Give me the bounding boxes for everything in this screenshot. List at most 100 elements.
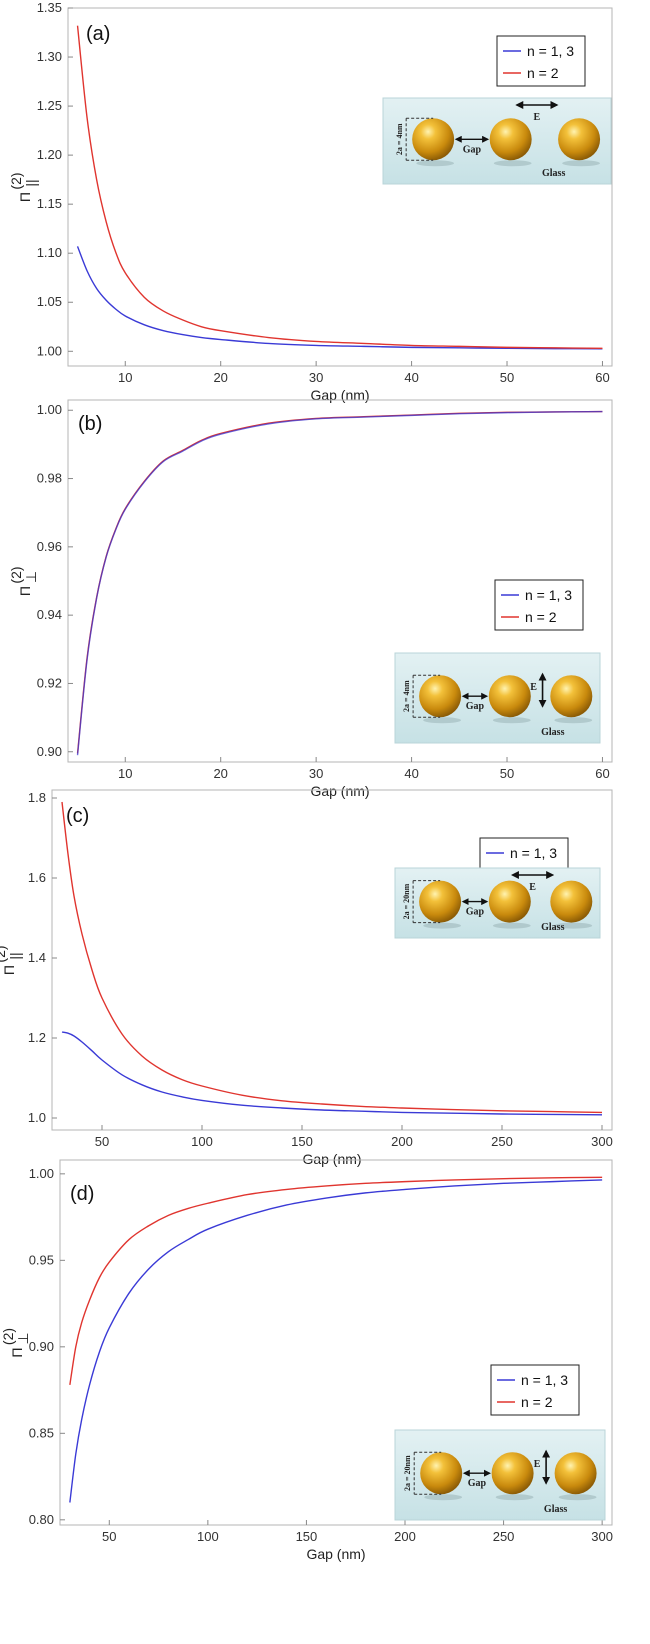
series-line-n-1-3 [76, 410, 603, 756]
x-tick-label: 10 [118, 370, 132, 385]
y-tick-label: 1.6 [28, 870, 46, 885]
legend-entry: n = 1, 3 [527, 43, 574, 59]
y-axis-label-symbol: Π [17, 586, 33, 596]
legend-box [496, 35, 586, 87]
sphere-shadow [424, 1494, 463, 1501]
legend-entry: n = 1, 3 [525, 587, 572, 603]
y-tick-label: 0.98 [37, 471, 62, 486]
y-tick-label: 0.92 [37, 675, 62, 690]
y-tick-label: 1.05 [37, 294, 62, 309]
x-tick-label: 300 [591, 1134, 613, 1149]
gold-sphere [488, 880, 531, 923]
legend: n = 1, 3 n = 2 [494, 579, 584, 631]
y-axis-label-subscript: || [23, 179, 39, 186]
x-tick-label: 20 [213, 370, 227, 385]
inset-gap-label: Gap [468, 1478, 487, 1489]
y-axis-label: Π (2) || [0, 945, 23, 975]
x-axis-label: Gap (nm) [306, 1546, 365, 1562]
legend: n = 1, 3 n = 2 [496, 35, 586, 87]
inset-substrate-label: Glass [541, 727, 564, 738]
y-tick-label: 0.90 [29, 1339, 54, 1354]
gold-sphere [489, 118, 532, 161]
x-tick-label: 30 [309, 370, 323, 385]
sphere-shadow [492, 922, 531, 929]
legend: n = 1, 3 n = 2 [490, 1364, 580, 1416]
panel-label: (c) [66, 805, 89, 827]
y-axis-label: Π (2) ⊥ [0, 1328, 31, 1358]
inset-size-label: 2a = 20nm [403, 1455, 412, 1491]
legend-box [494, 579, 584, 631]
x-tick-label: 50 [500, 766, 514, 781]
plot-frame [67, 399, 613, 763]
y-axis-label-subscript: ⊥ [23, 571, 39, 583]
x-tick-label: 10 [118, 766, 132, 781]
inset-field-label: E [529, 882, 536, 893]
panel-label: (b) [78, 413, 102, 435]
x-tick-label: 50 [102, 1529, 116, 1544]
gold-sphere [419, 880, 462, 923]
y-tick-label: 0.96 [37, 539, 62, 554]
y-axis-label: Π (2) || [8, 172, 39, 202]
x-tick-label: 20 [213, 766, 227, 781]
inset-schematic: 2a = 20nm Gap E Glass [394, 1429, 606, 1521]
y-axis-label-symbol: Π [9, 1347, 25, 1357]
sphere-shadow [423, 717, 461, 724]
panel-d: 50 100 150 200 250 300 0.80 0.85 0.90 0.95 1.00 Gap… [0, 1159, 613, 1562]
y-tick-label: 1.4 [28, 950, 46, 965]
y-tick-label: 0.90 [37, 744, 62, 759]
x-tick-label: 200 [391, 1134, 413, 1149]
inset-size-label: 2a = 4nm [395, 123, 404, 155]
inset-size-label: 2a = 20nm [402, 883, 411, 919]
x-tick-label: 300 [591, 1529, 613, 1544]
panel-b: 10 20 30 40 50 60 0.90 0.92 0.94 0.96 0.98 1.00 Gap … [8, 399, 613, 799]
x-tick-label: 100 [191, 1134, 213, 1149]
x-tick-label: 250 [493, 1529, 515, 1544]
y-tick-label: 1.15 [37, 196, 62, 211]
y-axis-label-subscript: || [7, 952, 23, 959]
y-axis-label-symbol: Π [17, 192, 33, 202]
series-line-n-1-3 [76, 246, 603, 350]
gold-sphere [550, 675, 593, 718]
y-axis-label-superscript: (2) [0, 1328, 16, 1345]
inset-field-label: E [534, 1459, 541, 1470]
inset-gap-label: Gap [466, 701, 485, 712]
inset-gap-label: Gap [466, 907, 485, 918]
y-tick-label: 1.00 [29, 1166, 54, 1181]
y-axis-label-superscript: (2) [8, 172, 24, 189]
x-tick-label: 200 [394, 1529, 416, 1544]
y-axis-label: Π (2) ⊥ [8, 566, 39, 596]
legend-box [490, 1364, 580, 1416]
series-line-n-1-3 [61, 1031, 603, 1116]
series-line-n-2 [76, 25, 603, 350]
x-tick-label: 150 [291, 1134, 313, 1149]
legend-entry: n = 2 [521, 1394, 553, 1410]
gold-sphere [412, 118, 455, 161]
y-tick-label: 1.00 [37, 343, 62, 358]
panel-c: 50 100 150 200 250 300 1.0 1.2 1.4 1.6 1.8 Gap (nm)… [0, 789, 613, 1167]
panel-label: (a) [86, 23, 110, 45]
gold-sphere [420, 1452, 463, 1495]
inset-schematic: 2a = 4nm Gap E Glass [382, 97, 612, 185]
gold-sphere [554, 1452, 597, 1495]
y-axis-label-superscript: (2) [8, 566, 24, 583]
y-tick-label: 1.0 [28, 1110, 46, 1125]
y-tick-label: 1.00 [37, 402, 62, 417]
y-tick-label: 1.20 [37, 147, 62, 162]
inset-substrate-label: Glass [544, 1504, 567, 1515]
y-axis-label-superscript: (2) [0, 945, 8, 962]
panel-label: (d) [70, 1183, 94, 1205]
y-tick-label: 1.10 [37, 245, 62, 260]
plot-frame [51, 789, 613, 1131]
series-line-n-2 [69, 1176, 603, 1385]
x-tick-label: 100 [197, 1529, 219, 1544]
x-tick-label: 60 [595, 766, 609, 781]
sphere-shadow [493, 160, 532, 167]
x-axis-label: Gap (nm) [302, 1151, 361, 1167]
y-axis-label-symbol: Π [1, 965, 17, 975]
y-tick-label: 0.95 [29, 1252, 54, 1267]
gold-sphere [491, 1452, 534, 1495]
sphere-shadow [495, 1494, 534, 1501]
gold-sphere [488, 675, 531, 718]
legend-entry: n = 2 [525, 609, 557, 625]
legend-entry: n = 2 [527, 65, 559, 81]
